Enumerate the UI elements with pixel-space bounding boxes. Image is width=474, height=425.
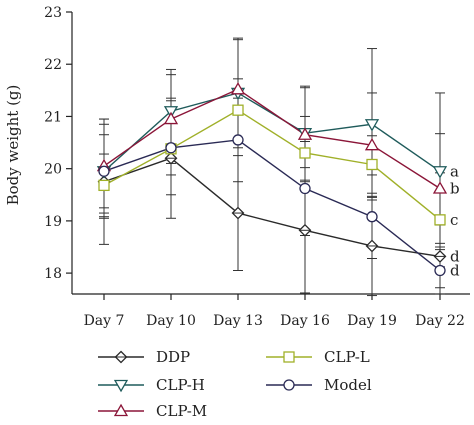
data-point-clp-l	[232, 104, 244, 116]
y-tick-label: 18	[44, 266, 62, 282]
y-tick-label: 21	[44, 109, 62, 125]
series-line-ddp	[103, 157, 441, 258]
x-tick-label: Day 19	[347, 313, 397, 329]
legend-entry-ddp: DDP	[98, 348, 190, 366]
data-point-ddp	[365, 239, 379, 253]
series-line-clp-m	[103, 88, 441, 190]
legend-label: CLP-L	[324, 348, 370, 366]
legend-entry-model: Model	[266, 376, 372, 394]
data-point-clp-m	[364, 137, 380, 151]
data-point-clp-m	[432, 181, 448, 194]
legend-label: DDP	[156, 348, 190, 366]
significance-label: d	[450, 262, 460, 280]
legend-entry-clp-l: CLP-L	[266, 348, 370, 366]
significance-label: c	[450, 211, 458, 229]
x-tick-label: Day 16	[280, 313, 330, 329]
data-point-clp-h	[432, 166, 448, 179]
data-point-clp-m	[230, 81, 246, 95]
axes: 18 19 20 21 22 23 Body weight (g) Day 7 Day 10 Da…	[4, 5, 470, 329]
legend-entry-clp-h: CLP-H	[98, 376, 205, 394]
legend-marker	[283, 379, 295, 391]
data-point-ddp	[164, 151, 178, 165]
series-line-clp-l	[103, 109, 441, 221]
data-point-model	[98, 165, 110, 177]
data-point-clp-m	[163, 111, 179, 125]
legend-label: CLP-H	[156, 376, 205, 394]
data-point-clp-l	[98, 179, 110, 192]
data-point-clp-l	[434, 214, 446, 226]
series-markers	[96, 81, 448, 277]
significance-label: a	[450, 162, 459, 180]
y-tick-label: 19	[44, 214, 62, 230]
legend-marker	[114, 350, 128, 364]
legend-marker	[113, 379, 129, 393]
legend-marker	[283, 351, 295, 363]
data-point-clp-m	[297, 127, 313, 140]
significance-label: b	[450, 180, 460, 198]
significance-label: d	[450, 247, 460, 265]
series-lines	[103, 88, 441, 272]
x-tick-label: Day 13	[213, 313, 263, 329]
y-tick-label: 23	[44, 5, 62, 21]
data-point-clp-h	[364, 119, 380, 132]
series-line-clp-h	[103, 92, 441, 172]
data-point-model	[232, 134, 244, 146]
legend-label: Model	[324, 376, 372, 394]
data-point-ddp	[298, 223, 312, 237]
data-point-model	[434, 264, 446, 277]
y-tick-label: 22	[44, 57, 62, 73]
y-tick-label: 20	[44, 162, 62, 178]
data-point-clp-l	[366, 158, 378, 171]
error-bars	[99, 37, 445, 297]
x-tick-label: Day 10	[146, 313, 196, 329]
data-point-model	[165, 142, 177, 154]
x-tick-label: Day 22	[415, 313, 465, 329]
x-tick-label: Day 7	[84, 313, 125, 329]
legend-entry-clp-m: CLP-M	[98, 402, 207, 420]
data-point-ddp	[433, 249, 447, 263]
data-point-model	[366, 211, 378, 223]
legend-label: CLP-M	[156, 402, 207, 420]
data-point-ddp	[231, 206, 245, 220]
legend-marker	[113, 403, 129, 417]
series-line-model	[103, 139, 441, 272]
data-point-model	[299, 182, 311, 195]
y-axis-title: Body weight (g)	[4, 85, 22, 206]
data-point-clp-l	[299, 147, 311, 159]
legend: DDP CLP-H CLP-M CLP-L Model	[98, 348, 372, 420]
